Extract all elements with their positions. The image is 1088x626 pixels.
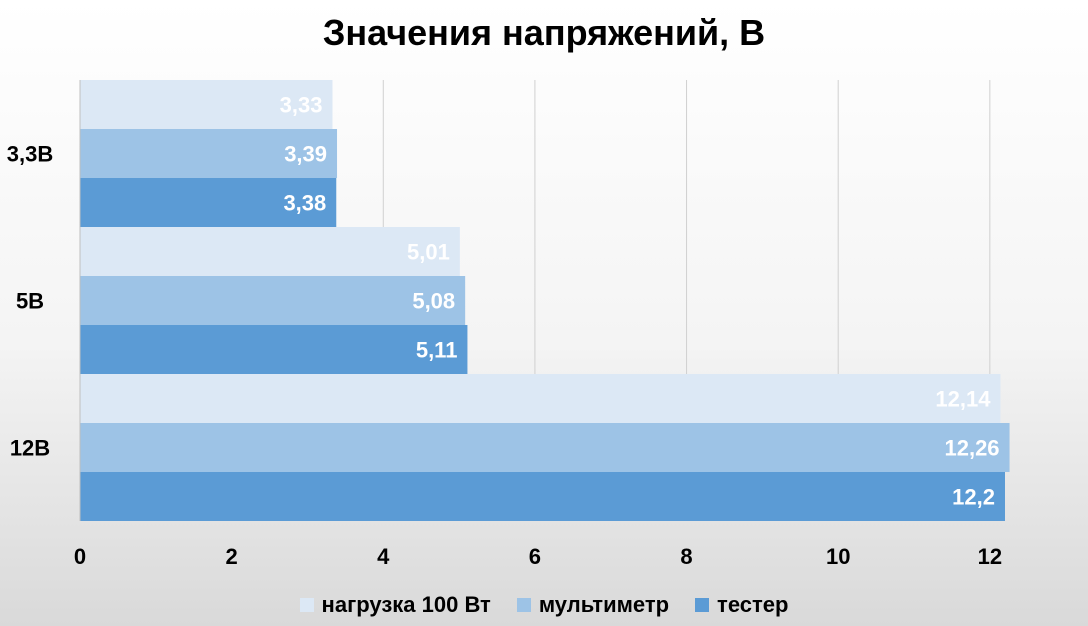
data-label: 12,26 xyxy=(944,436,999,461)
axis-layer: 0 2 4 6 8 10 12 3,3В 5В 12В xyxy=(7,80,1002,569)
category-label: 12В xyxy=(10,436,50,461)
legend-swatch-load xyxy=(299,598,314,612)
category-label: 5В xyxy=(16,289,44,314)
legend: нагрузка 100 Вт мультиметр тестер xyxy=(0,592,1088,618)
legend-label-load: нагрузка 100 Вт xyxy=(321,592,491,617)
x-tick-label: 0 xyxy=(74,544,86,569)
x-tick-label: 4 xyxy=(377,544,390,569)
data-label: 5,01 xyxy=(407,240,450,265)
data-label: 5,11 xyxy=(416,338,458,363)
category-label: 3,3В xyxy=(7,142,53,167)
data-label: 3,38 xyxy=(283,191,326,216)
bar xyxy=(80,227,460,276)
bar xyxy=(80,423,1010,472)
data-label: 12,14 xyxy=(935,387,991,412)
bar xyxy=(80,325,468,374)
bar xyxy=(80,129,338,178)
x-tick-label: 10 xyxy=(826,544,850,569)
legend-label-tester: тестер xyxy=(717,592,789,617)
bars-layer xyxy=(80,80,1010,521)
x-tick-label: 8 xyxy=(680,544,692,569)
bar xyxy=(80,374,1001,423)
bar xyxy=(80,276,466,325)
legend-swatch-tester xyxy=(695,598,710,612)
x-tick-label: 6 xyxy=(529,544,541,569)
data-label: 3,39 xyxy=(284,142,327,167)
legend-item-multimeter: мультиметр xyxy=(516,592,670,618)
data-label: 3,33 xyxy=(280,93,323,118)
legend-item-load: нагрузка 100 Вт xyxy=(299,592,491,618)
labels-layer: 3,33 3,39 3,38 5,01 5,08 5,11 12,14 12,26 12,2 xyxy=(280,93,1000,510)
data-label: 12,2 xyxy=(952,485,995,510)
legend-item-tester: тестер xyxy=(695,592,788,618)
legend-swatch-multimeter xyxy=(516,598,531,612)
bar xyxy=(80,472,1005,521)
data-label: 5,08 xyxy=(412,289,455,314)
bar xyxy=(80,178,337,227)
bar xyxy=(80,80,333,129)
legend-label-multimeter: мультиметр xyxy=(538,592,670,617)
x-tick-label: 2 xyxy=(226,544,238,569)
chart-title: Значения напряжений, В xyxy=(322,12,766,53)
x-tick-label: 12 xyxy=(978,544,1002,569)
